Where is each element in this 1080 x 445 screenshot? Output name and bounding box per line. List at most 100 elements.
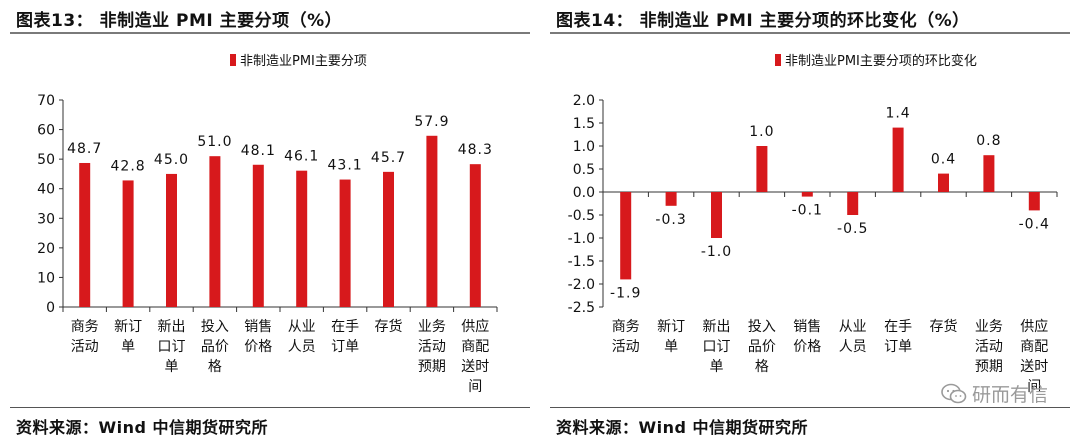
x-tick-label: 格 bbox=[208, 359, 222, 375]
x-tick-label: 活动 bbox=[71, 339, 99, 355]
x-tick-label: 存货 bbox=[375, 318, 403, 335]
source-divider bbox=[550, 407, 1070, 408]
x-tick-label: 活动 bbox=[975, 339, 1003, 355]
data-label: -0.5 bbox=[837, 221, 868, 237]
x-tick-label: 业务 bbox=[418, 319, 446, 335]
legend-label: 非制造业PMI主要分项的环比变化 bbox=[785, 53, 977, 69]
y-tick-label: 70 bbox=[37, 93, 55, 109]
x-tick-label: 在手 bbox=[884, 319, 912, 335]
data-label: 45.0 bbox=[154, 152, 189, 168]
y-tick-label: 0.0 bbox=[573, 185, 595, 201]
x-tick-label: 在手 bbox=[331, 319, 359, 335]
bar bbox=[339, 179, 351, 307]
bar bbox=[166, 173, 177, 307]
x-tick-label: 商务 bbox=[71, 319, 99, 335]
y-tick-label: 50 bbox=[37, 152, 55, 168]
y-tick-label: 20 bbox=[37, 241, 55, 257]
data-label: 57.9 bbox=[414, 114, 449, 130]
x-tick-label: 价格 bbox=[793, 339, 821, 355]
legend-swatch bbox=[775, 54, 781, 66]
data-label: -0.3 bbox=[655, 212, 686, 228]
x-tick-label: 投入 bbox=[748, 319, 776, 335]
y-tick-label: -1.5 bbox=[568, 254, 595, 270]
bar bbox=[665, 192, 677, 206]
chart-panel-left: 图表13： 非制造业 PMI 主要分项（%） 非制造业PMI主要分项 0 10 20 3… bbox=[10, 11, 530, 437]
x-tick-label: 商配 bbox=[461, 339, 489, 355]
x-tick-label: 从业 bbox=[288, 319, 316, 335]
data-label: 48.3 bbox=[458, 142, 493, 158]
source-note: 资料来源：Wind 中信期货研究所 bbox=[556, 418, 809, 437]
x-tick-label: 业务 bbox=[975, 319, 1003, 335]
chart-panel-right: 图表14： 非制造业 PMI 主要分项的环比变化（%） 非制造业PMI主要分项的… bbox=[540, 0, 1080, 445]
y-tick-label: 0 bbox=[46, 300, 55, 316]
data-label: -1.9 bbox=[610, 285, 641, 301]
x-tick-label: 单 bbox=[121, 339, 135, 355]
data-label: -0.1 bbox=[792, 203, 823, 219]
x-tick-label: 预期 bbox=[975, 359, 1003, 375]
bar bbox=[209, 156, 221, 307]
data-label: 48.7 bbox=[67, 141, 102, 157]
bar bbox=[1028, 192, 1040, 211]
data-label: 42.8 bbox=[111, 158, 146, 174]
x-tick-label: 商务 bbox=[612, 319, 640, 335]
data-label: 0.8 bbox=[976, 133, 1001, 149]
bar bbox=[469, 164, 481, 307]
x-tick-label: 供应 bbox=[1020, 318, 1048, 335]
y-tick-label: 1.5 bbox=[573, 116, 595, 132]
y-tick-label: -2.5 bbox=[568, 300, 595, 316]
wechat-icon bbox=[941, 383, 967, 403]
watermark: 研而有信 bbox=[941, 380, 1048, 407]
x-tick-label: 人员 bbox=[288, 339, 316, 355]
data-label: 1.0 bbox=[749, 124, 774, 140]
bar bbox=[122, 180, 134, 307]
data-label: 1.4 bbox=[885, 106, 910, 122]
bar bbox=[620, 192, 632, 280]
x-tick-label: 送时 bbox=[1020, 359, 1048, 375]
y-tick-label: -2.0 bbox=[568, 277, 595, 293]
x-tick-label: 新订 bbox=[657, 319, 685, 335]
data-label: 43.1 bbox=[328, 158, 363, 174]
x-tick-label: 新出 bbox=[158, 319, 186, 335]
x-tick-label: 销售 bbox=[244, 319, 272, 335]
y-tick-label: 0.5 bbox=[573, 162, 595, 178]
data-label: 51.0 bbox=[197, 134, 232, 150]
bar bbox=[711, 192, 722, 238]
x-tick-label: 价格 bbox=[244, 339, 272, 355]
x-tick-label: 人员 bbox=[839, 339, 867, 355]
source-note: 资料来源：Wind 中信期货研究所 bbox=[16, 418, 269, 437]
x-tick-label: 单 bbox=[664, 339, 678, 355]
y-tick-label: 2.0 bbox=[573, 93, 595, 109]
x-tick-label: 供应 bbox=[461, 318, 489, 335]
bar bbox=[426, 135, 438, 307]
x-tick-label: 订单 bbox=[884, 339, 912, 355]
x-tick-label: 新订 bbox=[114, 319, 142, 335]
x-tick-label: 口订 bbox=[158, 339, 186, 355]
bar bbox=[383, 171, 394, 307]
x-tick-label: 销售 bbox=[793, 319, 821, 335]
watermark-text: 研而有信 bbox=[971, 384, 1048, 406]
data-label: 0.4 bbox=[931, 152, 956, 168]
x-tick-label: 预期 bbox=[418, 359, 446, 375]
x-tick-label: 投入 bbox=[201, 319, 229, 335]
x-tick-label: 格 bbox=[755, 359, 769, 375]
data-label: -1.0 bbox=[701, 244, 732, 260]
title-divider bbox=[550, 32, 1070, 34]
x-tick-label: 间 bbox=[468, 379, 482, 395]
x-tick-label: 商配 bbox=[1020, 339, 1048, 355]
x-tick-label: 间 bbox=[1027, 379, 1041, 395]
y-tick-label: 1.0 bbox=[573, 139, 595, 155]
source-divider bbox=[10, 407, 530, 408]
chart-title: 图表14： 非制造业 PMI 主要分项的环比变化（%） bbox=[556, 11, 970, 31]
title-divider bbox=[10, 32, 530, 34]
legend-label: 非制造业PMI主要分项 bbox=[240, 54, 367, 69]
x-tick-label: 品价 bbox=[201, 339, 229, 355]
bar bbox=[79, 162, 91, 307]
x-tick-label: 单 bbox=[710, 359, 724, 375]
legend-swatch bbox=[230, 54, 236, 66]
bar bbox=[252, 164, 264, 307]
bar bbox=[756, 146, 768, 192]
x-tick-label: 存货 bbox=[930, 318, 958, 335]
data-label: -0.4 bbox=[1019, 216, 1050, 232]
y-tick-label: 40 bbox=[37, 182, 55, 198]
